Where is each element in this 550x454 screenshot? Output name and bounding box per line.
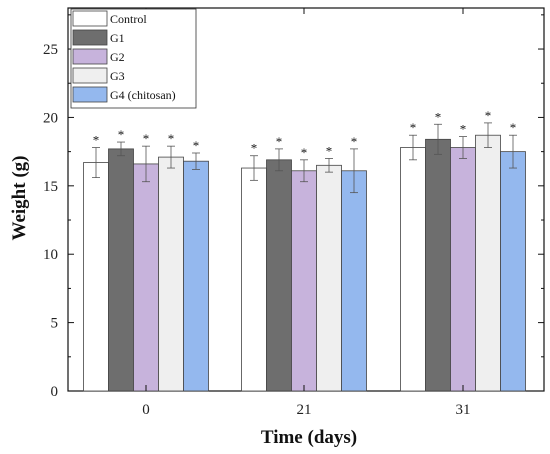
bar-g3-0 [158,156,184,392]
significance-mark: * [168,131,175,146]
bar-g4-chitosan--0 [183,160,209,392]
significance-mark: * [435,109,442,124]
significance-mark: * [510,120,517,135]
y-tick-label: 25 [43,42,58,58]
bar-g2-0 [133,163,159,392]
legend-swatch [72,48,108,65]
significance-mark: * [410,120,417,135]
significance-mark: * [460,122,467,137]
y-tick-label: 20 [43,110,58,126]
bar-g4-chitosan--21 [341,170,367,392]
significance-mark: * [485,108,492,123]
bar-g1-31 [425,138,451,392]
significance-mark: * [251,141,258,156]
x-tick-label: 0 [142,402,150,418]
bar-g1-21 [266,159,292,392]
legend-swatch [72,86,108,103]
y-tick-label: 5 [51,316,59,332]
y-tick-label: 10 [43,247,58,263]
x-tick-label: 31 [456,402,471,418]
x-axis: 0 21 31 [142,8,471,418]
y-tick-label: 0 [51,384,59,400]
y-tick-label: 15 [43,179,58,195]
legend-label: Control [110,12,147,26]
significance-mark: * [193,138,200,153]
significance-mark: * [93,133,100,148]
legend: Control G1 G2 G3 G4 (chitosan) [70,8,197,109]
bar-g3-21 [316,164,342,392]
bar-g1-0 [108,148,134,392]
legend-label: G4 (chitosan) [110,88,176,102]
significance-mark: * [143,131,150,146]
legend-label: G3 [110,69,125,83]
bar-g2-31 [450,147,476,392]
y-axis-title: Weight (g) [9,156,30,241]
bar-g3-31 [475,134,501,392]
y-axis: 0 5 10 15 20 25 [43,14,544,400]
legend-swatch [72,29,108,46]
bar-control-31 [400,147,426,392]
legend-swatch [72,10,108,27]
legend-label: G2 [110,50,125,64]
significance-mark: * [301,145,308,160]
bar-g2-21 [291,170,317,392]
significance-mark: * [276,134,283,149]
significance-mark: * [351,134,358,149]
legend-swatch [72,67,108,84]
x-axis-title: Time (days) [261,427,357,448]
legend-label: G1 [110,31,125,45]
significance-mark: * [326,143,333,158]
bars: * * * * * * * * * * * * * * * [83,108,526,392]
bar-control-21 [241,167,267,392]
bar-g4-chitosan--31 [500,151,526,392]
x-tick-label: 21 [297,402,312,418]
bar-control-0 [83,162,109,392]
significance-mark: * [118,127,125,142]
